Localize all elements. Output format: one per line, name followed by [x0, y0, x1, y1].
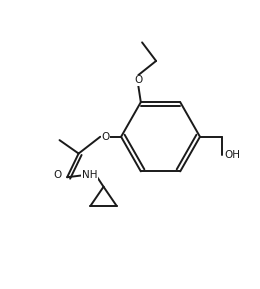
- Text: NH: NH: [82, 170, 97, 180]
- Text: O: O: [53, 170, 62, 180]
- Text: OH: OH: [224, 150, 240, 160]
- Text: O: O: [101, 132, 109, 142]
- Text: O: O: [134, 75, 142, 85]
